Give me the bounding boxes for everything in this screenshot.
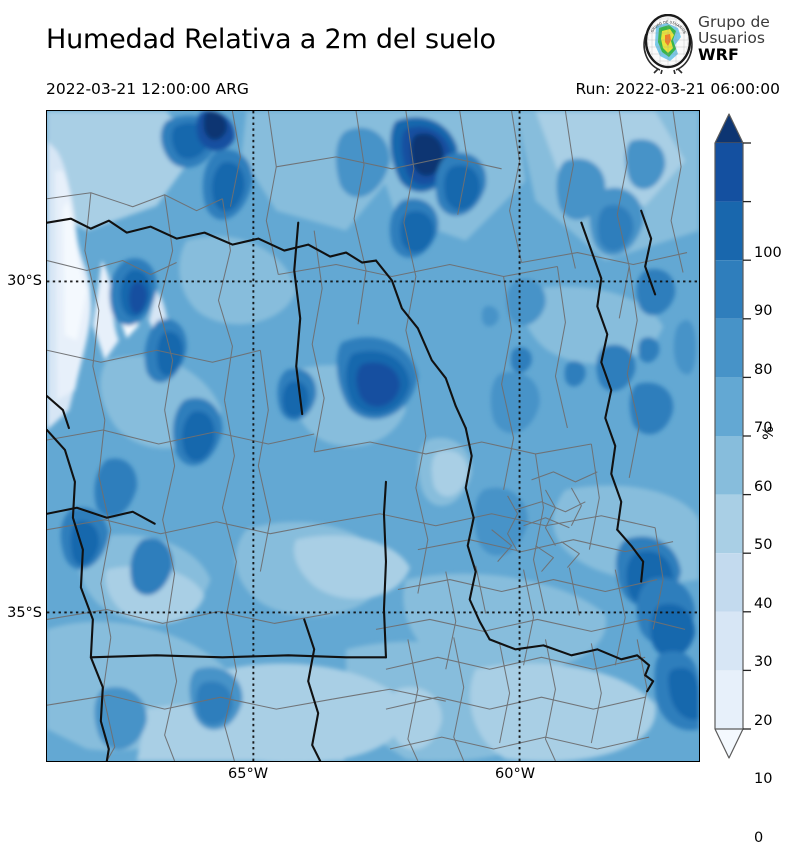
cbar-tick-20: 20 <box>754 713 773 729</box>
logo-line-1: Grupo de <box>698 13 770 31</box>
logo-text: Grupo de Usuarios WRF <box>698 13 770 64</box>
xtick-label-65w: 65°W <box>228 766 269 782</box>
cbar-tick-60: 60 <box>754 479 773 495</box>
cbar-tick-100: 100 <box>754 245 782 261</box>
cbar-tick-30: 30 <box>754 654 773 670</box>
logo: GRUPO DE USUARIOS Grupo de Usuarios WRF <box>640 13 800 76</box>
cbar-tick-40: 40 <box>754 596 773 612</box>
logo-line-2: Usuarios <box>698 28 765 47</box>
map-canvas[interactable] <box>46 110 700 762</box>
cbar-tick-10: 10 <box>754 771 773 787</box>
colorbar-unit-label: % <box>760 426 777 440</box>
colorbar-gradient <box>714 113 751 759</box>
cbar-tick-70: 70 <box>754 420 773 436</box>
cbar-tick-50: 50 <box>754 537 773 553</box>
run-time-label: Run: 2022-03-21 06:00:00 <box>575 80 781 98</box>
page-title: Humedad Relativa a 2m del suelo <box>46 24 496 55</box>
xtick-label-60w: 60°W <box>495 766 536 782</box>
weather-map-page: Humedad Relativa a 2m del suelo 2022-03-… <box>7 13 800 846</box>
valid-time-label: 2022-03-21 12:00:00 ARG <box>46 80 249 98</box>
ytick-label-30s: 30°S <box>7 273 42 289</box>
cbar-tick-0: 0 <box>754 830 764 846</box>
ytick-label-35s: 35°S <box>7 605 42 621</box>
cbar-tick-90: 90 <box>754 303 773 319</box>
globe-emblem-icon: GRUPO DE USUARIOS <box>640 13 696 75</box>
logo-line-3: WRF <box>698 44 739 64</box>
colorbar[interactable]: 100 90 80 70 60 50 40 30 20 10 0 <box>706 112 800 846</box>
humidity-contour-field <box>47 111 699 761</box>
cbar-tick-80: 80 <box>754 362 773 378</box>
